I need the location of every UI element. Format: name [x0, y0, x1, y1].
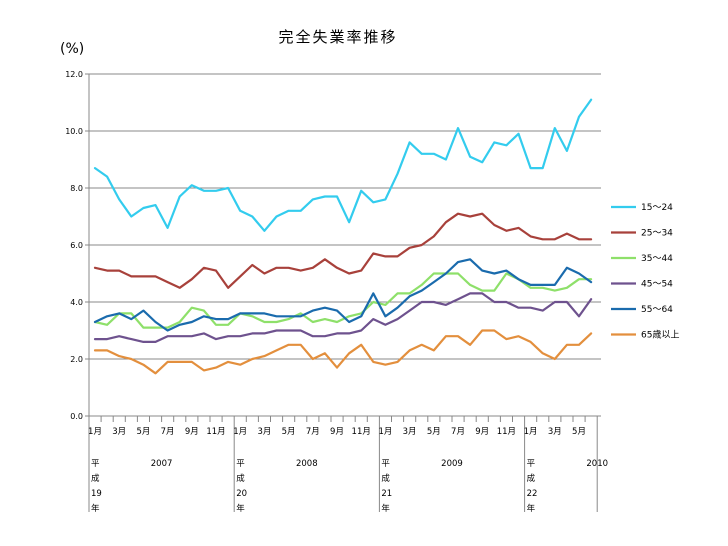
y-tick-label: 8.0 [70, 184, 83, 193]
y-tick-label: 6.0 [70, 241, 83, 250]
era-label: 成 [236, 473, 245, 484]
y-tick-label: 12.0 [65, 70, 83, 79]
x-tick-label: 7月 [161, 427, 175, 437]
era-label: 22 [527, 489, 538, 499]
series-line [93, 212, 593, 289]
year-label: 2007 [151, 459, 173, 469]
series-line [93, 292, 593, 343]
x-tick-label: 7月 [451, 427, 465, 437]
y-axis-ticks: 0.0 2.0 4.0 6.0 8.0 10.0 12.0 [65, 70, 89, 421]
series-line [93, 98, 593, 232]
x-tick-label: 7月 [306, 427, 320, 437]
series-line [93, 329, 593, 375]
legend-label: 15～24 [641, 203, 673, 213]
series-lines [93, 98, 593, 375]
era-label: 成 [91, 473, 100, 484]
x-tick-label: 1月 [378, 427, 392, 437]
x-tick-label: 3月 [403, 427, 417, 437]
x-tick-label: 5月 [282, 427, 296, 437]
x-tick-label: 9月 [330, 427, 344, 437]
x-axis: 1月 3月 5月 7月 9月 11月 1月 3月 5月 7月 9月 11月 1月 3月 5月 7月 9月 11月 1… [88, 416, 608, 514]
series-line [93, 272, 593, 329]
x-tick-label: 5月 [427, 427, 441, 437]
era-label: 年 [527, 503, 536, 514]
era-label: 平 [527, 459, 536, 469]
legend: 15～24 25～34 35～44 45～54 55～64 65歳以上 [611, 203, 679, 341]
legend-label: 45～54 [641, 280, 673, 290]
x-tick-label: 9月 [475, 427, 489, 437]
era-label: 年 [91, 503, 100, 514]
x-tick-label: 11月 [497, 427, 516, 437]
series-line [93, 258, 593, 332]
y-axis-unit: (%) [60, 41, 84, 57]
era-label: 成 [381, 473, 390, 484]
x-tick-label: 9月 [185, 427, 199, 437]
x-tick-label: 1月 [233, 427, 247, 437]
year-label: 2010 [586, 459, 608, 469]
legend-label: 55～64 [641, 305, 673, 315]
x-tick-label: 11月 [206, 427, 225, 437]
era-label: 年 [236, 503, 245, 514]
y-tick-label: 0.0 [70, 412, 83, 421]
era-label: 成 [527, 473, 536, 484]
year-label: 2008 [296, 459, 318, 469]
x-tick-label: 3月 [257, 427, 271, 437]
era-label: 平 [381, 459, 390, 469]
era-label: 20 [236, 489, 247, 499]
x-tick-label: 11月 [352, 427, 371, 437]
x-tick-label: 3月 [548, 427, 562, 437]
x-tick-label: 1月 [88, 427, 102, 437]
gridlines [88, 73, 601, 417]
x-tick-label: 1月 [524, 427, 538, 437]
x-tick-label: 3月 [112, 427, 126, 437]
chart-title: 完全失業率推移 [278, 28, 397, 46]
era-label: 年 [381, 503, 390, 514]
legend-label: 65歳以上 [641, 329, 679, 341]
era-label: 19 [91, 489, 102, 499]
era-label: 平 [236, 459, 245, 469]
y-tick-label: 4.0 [70, 298, 83, 307]
y-tick-label: 10.0 [65, 127, 83, 136]
legend-label: 35～44 [641, 254, 673, 264]
x-tick-label: 5月 [572, 427, 586, 437]
legend-label: 25～34 [641, 229, 673, 239]
era-label: 平 [91, 459, 100, 469]
x-tick-label: 5月 [136, 427, 150, 437]
era-label: 21 [381, 489, 392, 499]
year-label: 2009 [441, 459, 463, 469]
y-tick-label: 2.0 [70, 355, 83, 364]
